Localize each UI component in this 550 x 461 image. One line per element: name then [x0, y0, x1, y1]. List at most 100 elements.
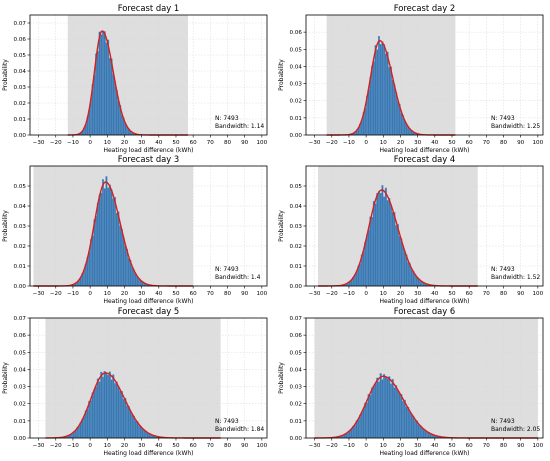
x-tick-label: 70 — [483, 443, 491, 449]
histogram-bar — [414, 420, 417, 439]
x-tick-label: 30 — [414, 443, 422, 449]
histogram-bar — [100, 371, 103, 439]
histogram-bar — [388, 67, 391, 136]
y-tick-label: 0.05 — [290, 184, 303, 190]
histogram-bar — [393, 387, 396, 439]
histogram-bar — [376, 193, 379, 287]
histogram-bar — [96, 50, 99, 136]
histogram-bar — [98, 381, 101, 439]
y-tick-label: 0.03 — [290, 82, 303, 88]
x-tick-label: 20 — [121, 291, 129, 297]
histogram-bar — [134, 420, 137, 439]
histogram-bar — [359, 414, 362, 439]
histogram-bar — [374, 203, 377, 287]
histogram-bar — [112, 73, 115, 136]
histogram-bar — [383, 196, 386, 287]
histogram-bar — [98, 31, 101, 136]
histogram-bar — [127, 406, 130, 439]
histogram-bar — [381, 379, 384, 439]
histogram-bar — [393, 84, 396, 136]
histogram-bar — [396, 390, 399, 439]
subplot-title: Forecast day 5 — [118, 306, 180, 316]
x-tick-label: 0 — [88, 443, 92, 449]
x-tick-label: 90 — [241, 291, 249, 297]
x-tick-label: −30 — [33, 443, 45, 449]
x-axis-label: Heating load difference (kWh) — [379, 147, 469, 154]
histogram-bar — [402, 245, 405, 287]
histogram-bar — [367, 229, 370, 287]
histogram-bar — [410, 269, 413, 287]
sample-size-annotation: N: 7493 — [215, 266, 239, 273]
histogram-bar — [369, 77, 372, 136]
histogram-bar — [367, 89, 370, 136]
histogram-bar — [103, 371, 106, 439]
histogram-bar — [405, 406, 408, 439]
x-tick-label: 20 — [397, 140, 405, 146]
y-tick-label: 0.02 — [290, 99, 302, 105]
histogram-bar — [372, 61, 375, 136]
bandwidth-annotation: Bandwidth: 1.52 — [491, 274, 540, 281]
x-tick-label: 70 — [207, 291, 215, 297]
histogram-bar — [117, 211, 120, 287]
x-tick-label: −30 — [309, 291, 321, 297]
histogram-bar — [384, 377, 387, 439]
x-tick-label: 10 — [380, 140, 388, 146]
x-tick-label: 70 — [207, 443, 215, 449]
histogram-bar — [398, 393, 401, 439]
x-tick-label: −30 — [33, 140, 45, 146]
data-range-shading — [314, 318, 538, 438]
histogram-bar — [372, 201, 375, 287]
x-tick-label: 80 — [500, 140, 508, 146]
histogram-bar — [364, 242, 367, 287]
x-tick-label: −10 — [343, 443, 355, 449]
histogram-bar — [388, 376, 391, 439]
x-tick-label: 10 — [104, 443, 112, 449]
histogram-bar — [95, 386, 98, 439]
bandwidth-annotation: Bandwidth: 1.84 — [215, 426, 264, 433]
x-tick-label: 30 — [414, 140, 422, 146]
histogram-bar — [365, 402, 368, 439]
histogram-bar — [400, 112, 403, 136]
sample-size-annotation: N: 7493 — [215, 418, 239, 425]
x-tick-label: 30 — [138, 291, 146, 297]
subplot-forecast-day-5: −30 −20 −10 0 10 20 30 40 50 60 70 80 90 100 0.00 0.01 0… — [2, 306, 268, 457]
histogram-bar — [101, 30, 104, 136]
histogram-bar — [384, 53, 387, 136]
x-tick-label: 30 — [138, 140, 146, 146]
histogram-bar — [395, 92, 398, 136]
histogram-bar — [110, 189, 113, 287]
x-tick-label: −20 — [326, 140, 338, 146]
x-tick-label: 100 — [533, 291, 544, 297]
histogram-bar — [402, 400, 405, 439]
x-tick-label: 30 — [414, 291, 422, 297]
y-tick-label: 0.01 — [290, 264, 303, 270]
histogram-bar — [101, 179, 104, 287]
histogram-bar — [386, 51, 389, 136]
histogram-bar — [119, 390, 122, 439]
subplot-title: Forecast day 3 — [118, 154, 180, 164]
histogram-bar — [426, 431, 429, 439]
x-tick-label: −20 — [50, 443, 62, 449]
histogram-bar — [119, 225, 122, 287]
x-tick-label: −20 — [326, 443, 338, 449]
histogram-bar — [364, 402, 367, 439]
histogram-bar — [407, 406, 410, 439]
x-tick-label: 0 — [364, 443, 368, 449]
bandwidth-annotation: Bandwidth: 1.14 — [215, 123, 264, 130]
y-tick-label: 0.04 — [290, 204, 303, 210]
histogram-bar — [108, 57, 111, 136]
histogram-bar — [390, 66, 393, 136]
y-tick-label: 0.04 — [290, 64, 303, 70]
y-tick-label: 0.00 — [14, 436, 27, 442]
y-tick-label: 0.04 — [14, 367, 27, 373]
x-tick-label: 10 — [380, 291, 388, 297]
x-tick-label: 60 — [190, 443, 198, 449]
y-tick-label: 0.05 — [14, 350, 27, 356]
histogram-bar — [377, 36, 380, 136]
x-tick-label: 30 — [138, 443, 146, 449]
x-tick-label: 40 — [155, 291, 163, 297]
histogram-bar — [115, 381, 118, 439]
histogram-bar — [117, 386, 120, 439]
sample-size-annotation: N: 7493 — [215, 115, 239, 122]
